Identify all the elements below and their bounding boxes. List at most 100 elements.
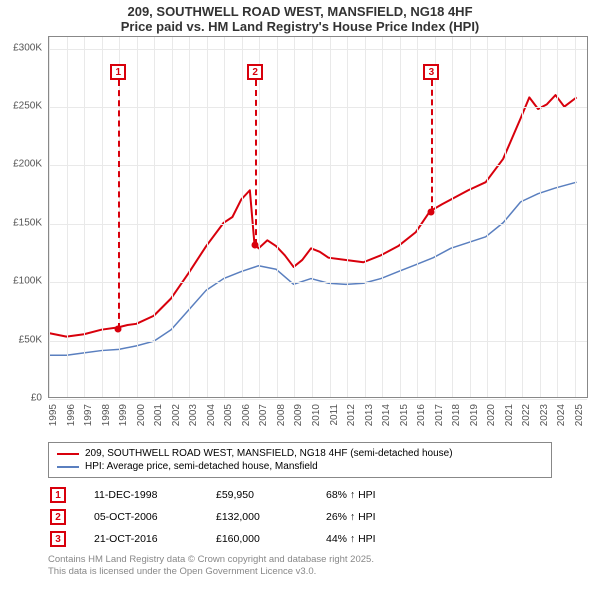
gridline-v xyxy=(137,37,138,397)
x-tick-label: 2016 xyxy=(416,404,427,426)
x-tick-label: 1997 xyxy=(83,404,94,426)
y-tick-label: £300K xyxy=(13,42,42,53)
gridline-h xyxy=(49,107,587,108)
legend-box: 209, SOUTHWELL ROAD WEST, MANSFIELD, NG1… xyxy=(48,442,552,478)
gridline-v xyxy=(435,37,436,397)
x-tick-label: 2001 xyxy=(153,404,164,426)
gridline-v xyxy=(259,37,260,397)
x-tick-label: 2002 xyxy=(171,404,182,426)
legend-row: 209, SOUTHWELL ROAD WEST, MANSFIELD, NG1… xyxy=(57,447,543,460)
y-tick-label: £0 xyxy=(31,393,42,404)
gridline-v xyxy=(312,37,313,397)
gridline-v xyxy=(347,37,348,397)
x-tick-label: 2005 xyxy=(223,404,234,426)
y-axis-labels: £0£50K£100K£150K£200K£250K£300K xyxy=(0,36,46,398)
legend-label: 209, SOUTHWELL ROAD WEST, MANSFIELD, NG1… xyxy=(85,448,453,459)
gridline-v xyxy=(470,37,471,397)
sale-marker-dot xyxy=(115,325,122,332)
sale-price: £59,950 xyxy=(216,489,326,501)
y-tick-label: £250K xyxy=(13,101,42,112)
gridline-v xyxy=(487,37,488,397)
title-line-1: 209, SOUTHWELL ROAD WEST, MANSFIELD, NG1… xyxy=(10,4,590,19)
gridline-v xyxy=(557,37,558,397)
gridline-v xyxy=(505,37,506,397)
y-tick-label: £100K xyxy=(13,276,42,287)
gridline-v xyxy=(49,37,50,397)
sale-price: £160,000 xyxy=(216,533,326,545)
sale-price: £132,000 xyxy=(216,511,326,523)
gridline-v xyxy=(67,37,68,397)
x-tick-label: 2004 xyxy=(206,404,217,426)
sale-date: 05-OCT-2006 xyxy=(66,511,216,523)
gridline-h xyxy=(49,341,587,342)
x-tick-label: 2000 xyxy=(136,404,147,426)
legend-swatch xyxy=(57,466,79,468)
sale-table-marker-box: 2 xyxy=(50,509,66,525)
x-tick-label: 2014 xyxy=(381,404,392,426)
gridline-v xyxy=(154,37,155,397)
x-tick-label: 1995 xyxy=(48,404,59,426)
y-tick-label: £150K xyxy=(13,217,42,228)
sale-marker-dot xyxy=(428,209,435,216)
gridline-v xyxy=(400,37,401,397)
x-tick-label: 2023 xyxy=(539,404,550,426)
chart-container: 209, SOUTHWELL ROAD WEST, MANSFIELD, NG1… xyxy=(0,0,600,590)
x-tick-label: 2025 xyxy=(574,404,585,426)
y-tick-label: £200K xyxy=(13,159,42,170)
sale-markers-table: 111-DEC-1998£59,95068% ↑ HPI 205-OCT-2006… xyxy=(48,484,552,550)
gridline-v xyxy=(452,37,453,397)
gridline-h xyxy=(49,224,587,225)
legend-label: HPI: Average price, semi-detached house,… xyxy=(85,461,318,472)
x-tick-label: 2017 xyxy=(434,404,445,426)
sale-marker-line xyxy=(431,80,433,212)
x-tick-label: 2018 xyxy=(451,404,462,426)
gridline-h xyxy=(49,282,587,283)
x-tick-label: 1996 xyxy=(66,404,77,426)
gridline-v xyxy=(172,37,173,397)
gridline-v xyxy=(522,37,523,397)
legend-swatch xyxy=(57,453,79,455)
chart-plot-area: 123 xyxy=(48,36,588,398)
sale-delta-hpi: 68% ↑ HPI xyxy=(326,489,552,501)
gridline-v xyxy=(84,37,85,397)
x-tick-label: 1999 xyxy=(118,404,129,426)
footer-line-1: Contains HM Land Registry data © Crown c… xyxy=(48,554,552,566)
gridline-v xyxy=(540,37,541,397)
title-line-2: Price paid vs. HM Land Registry's House … xyxy=(10,19,590,34)
sale-marker-line xyxy=(118,80,120,329)
x-tick-label: 2019 xyxy=(469,404,480,426)
sale-date: 11-DEC-1998 xyxy=(66,489,216,501)
footer-line-2: This data is licensed under the Open Gov… xyxy=(48,566,552,578)
sale-marker-line xyxy=(255,80,257,245)
x-tick-label: 1998 xyxy=(101,404,112,426)
y-tick-label: £50K xyxy=(19,334,42,345)
gridline-h xyxy=(49,165,587,166)
legend-row: HPI: Average price, semi-detached house,… xyxy=(57,460,543,473)
sale-marker-box: 1 xyxy=(110,64,126,80)
gridline-v xyxy=(207,37,208,397)
x-axis-labels: 1995 1996 1997 1998 1999 2000 2001 2002 2003 2004… xyxy=(48,398,588,438)
x-tick-label: 2024 xyxy=(556,404,567,426)
sale-delta-hpi: 44% ↑ HPI xyxy=(326,533,552,545)
x-tick-label: 2003 xyxy=(188,404,199,426)
sale-delta-hpi: 26% ↑ HPI xyxy=(326,511,552,523)
sale-marker-dot xyxy=(252,241,259,248)
sale-table-marker-box: 1 xyxy=(50,487,66,503)
sale-table-row: 321-OCT-2016£160,00044% ↑ HPI xyxy=(48,528,552,550)
x-tick-label: 2013 xyxy=(364,404,375,426)
sale-date: 21-OCT-2016 xyxy=(66,533,216,545)
chart-svg xyxy=(49,37,587,397)
x-tick-label: 2015 xyxy=(399,404,410,426)
x-tick-label: 2009 xyxy=(293,404,304,426)
sale-table-row: 111-DEC-1998£59,95068% ↑ HPI xyxy=(48,484,552,506)
x-tick-label: 2020 xyxy=(486,404,497,426)
x-tick-label: 2012 xyxy=(346,404,357,426)
x-tick-label: 2006 xyxy=(241,404,252,426)
gridline-v xyxy=(224,37,225,397)
gridline-v xyxy=(330,37,331,397)
x-tick-label: 2022 xyxy=(521,404,532,426)
title-block: 209, SOUTHWELL ROAD WEST, MANSFIELD, NG1… xyxy=(0,0,600,36)
sale-marker-box: 3 xyxy=(423,64,439,80)
sale-table-marker-box: 3 xyxy=(50,531,66,547)
gridline-v xyxy=(417,37,418,397)
